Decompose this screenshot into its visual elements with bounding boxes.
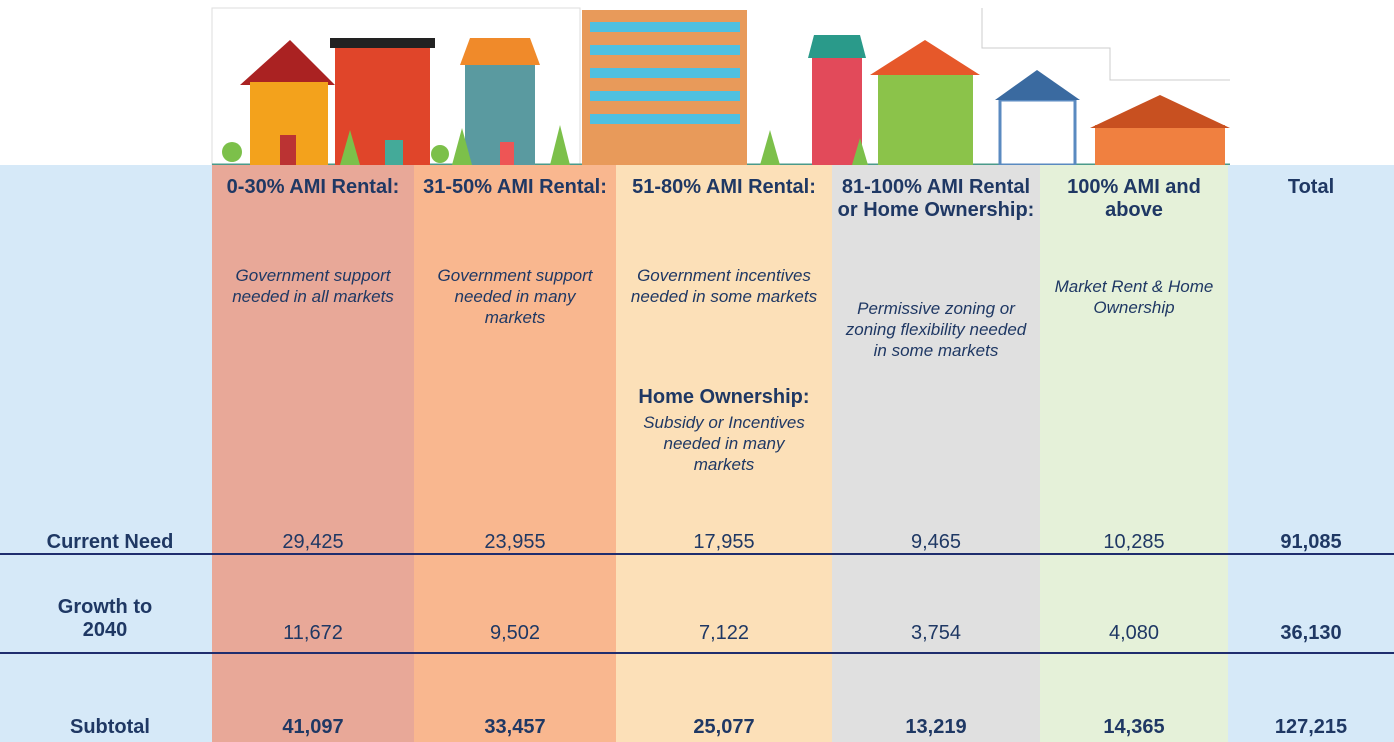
column-note: Government support needed in all markets	[232, 266, 394, 306]
cell-value: 25,077	[693, 716, 755, 738]
column-heading: 51-80% AMI Rental:	[632, 176, 816, 198]
cell-value: 33,457	[484, 716, 546, 738]
cell-value: 29,425	[282, 531, 344, 553]
column-note: Government support needed in many market…	[437, 266, 593, 327]
column-note: Market Rent & Home Ownership	[1054, 277, 1214, 317]
column-bg	[832, 165, 1040, 742]
row-total: 127,215	[1274, 716, 1348, 738]
total-column	[1228, 165, 1394, 742]
column-note: Subsidy or Incentives needed in many mar…	[643, 413, 805, 474]
label-column	[0, 165, 212, 742]
row-total: 36,130	[1280, 622, 1342, 644]
column-heading: 0-30% AMI Rental:	[226, 176, 400, 198]
column-heading: Home Ownership:	[638, 386, 810, 408]
column-heading: 31-50% AMI Rental:	[423, 176, 607, 198]
cell-value: 7,122	[698, 622, 750, 644]
cell-value: 41,097	[282, 716, 344, 738]
cell-value: 10,285	[1103, 531, 1165, 553]
cell-value: 3,754	[910, 622, 962, 644]
cell-value: 9,465	[910, 531, 962, 553]
cell-value: 13,219	[905, 716, 967, 738]
cell-value: 4,080	[1108, 622, 1160, 644]
column-bg	[1040, 165, 1228, 742]
column-bg	[212, 165, 414, 742]
cell-value: 17,955	[693, 531, 755, 553]
cell-value: 11,672	[283, 622, 343, 644]
cell-value: 23,955	[484, 531, 546, 553]
row-label: Growth to 2040	[57, 596, 153, 641]
column-heading: 100% AMI and above	[1067, 176, 1201, 221]
cell-value: 9,502	[489, 622, 541, 644]
row-rule	[0, 553, 1394, 555]
total-heading: Total	[1287, 176, 1335, 198]
row-total: 91,085	[1280, 531, 1342, 553]
column-heading: 81-100% AMI Rental or Home Ownership:	[837, 176, 1035, 221]
column-note: Permissive zoning or zoning flexibility …	[845, 299, 1027, 360]
column-bg	[616, 165, 832, 742]
row-label: Current Need	[46, 531, 174, 553]
column-note: Government incentives needed in some mar…	[630, 266, 818, 306]
cell-value: 14,365	[1103, 716, 1165, 738]
row-rule	[0, 652, 1394, 654]
row-label: Subtotal	[70, 716, 150, 738]
column-bg	[414, 165, 616, 742]
houses-illustration	[211, 7, 1230, 167]
